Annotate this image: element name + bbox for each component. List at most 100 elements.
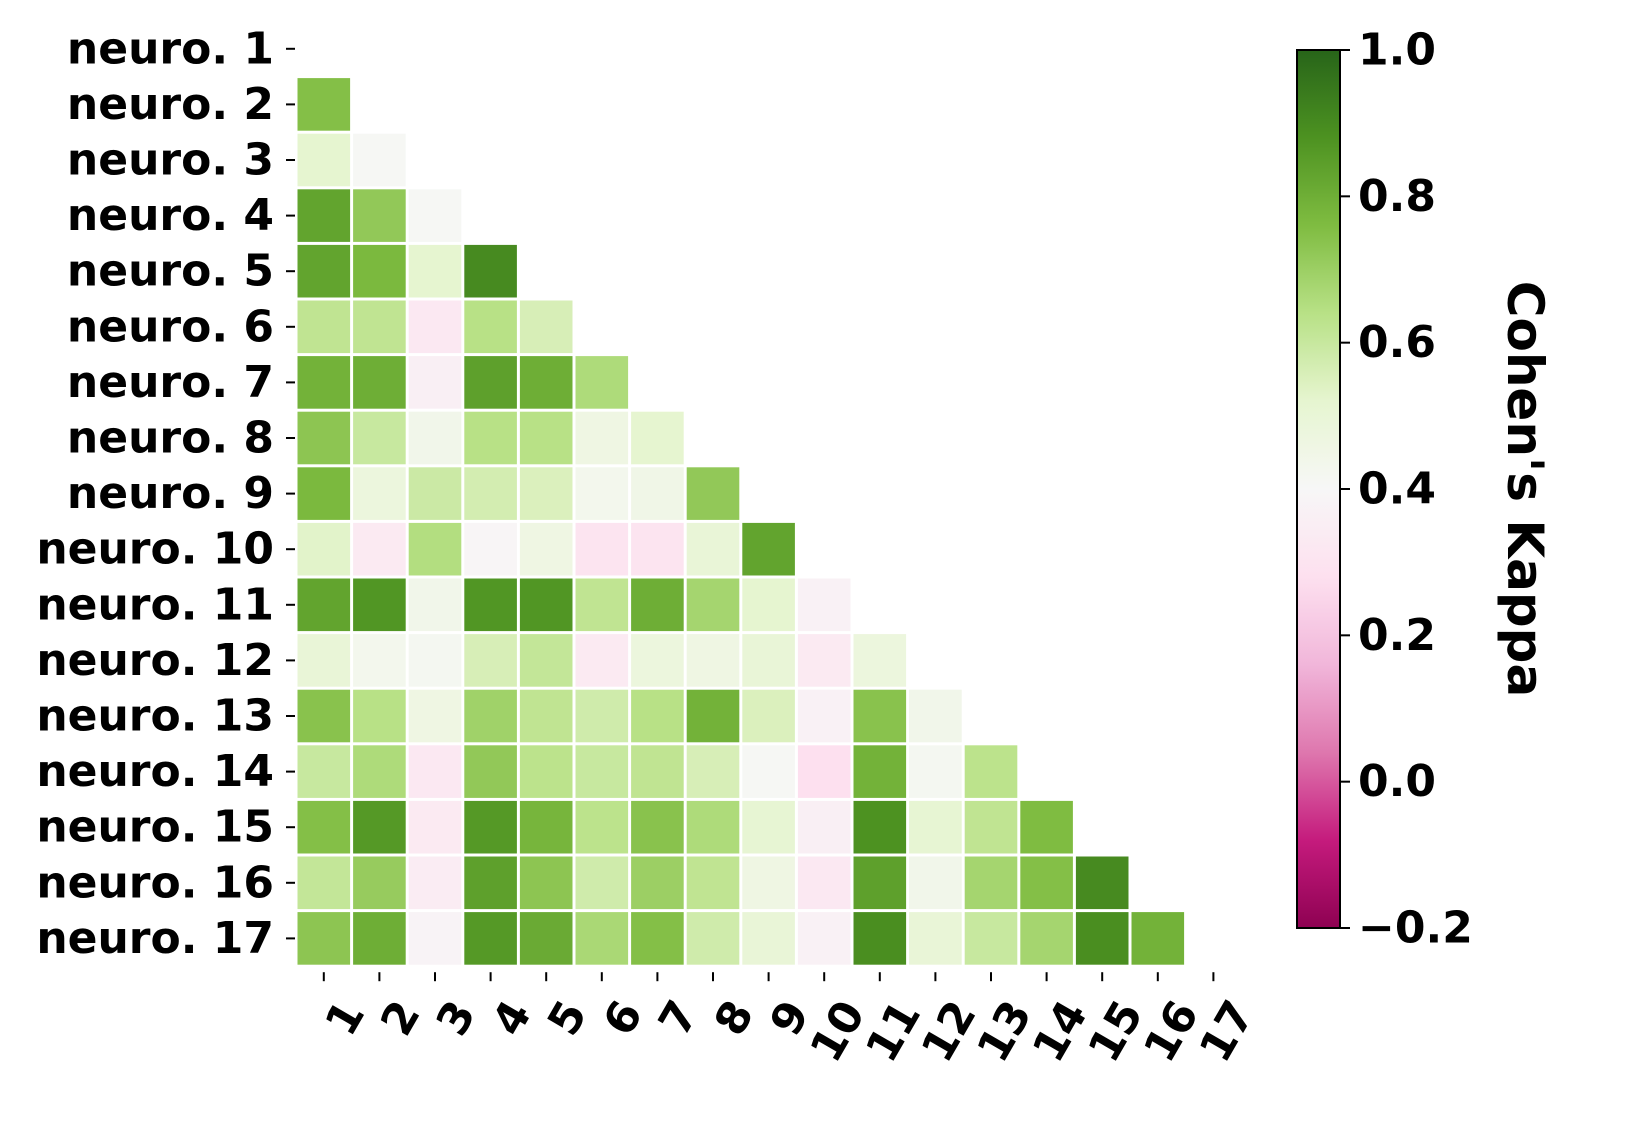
x-tick-label: 2	[371, 992, 430, 1044]
heatmap-cell	[909, 856, 962, 910]
heatmap-cell	[797, 912, 851, 965]
heatmap-cell	[631, 467, 684, 520]
y-tick-label: neuro. 7	[67, 357, 274, 408]
heatmap-cell	[297, 133, 351, 187]
heatmap-cell	[853, 800, 907, 854]
y-tick-label: neuro. 8	[67, 413, 274, 464]
heatmap-cell	[964, 912, 1018, 965]
colorbar-title: Cohen's Kappa	[1496, 281, 1554, 697]
heatmap-cell	[353, 133, 406, 187]
heatmap-cell	[297, 356, 351, 409]
y-tick-label: neuro. 16	[36, 857, 274, 908]
x-tick-label: 1	[316, 992, 375, 1044]
heatmap-cell	[353, 467, 406, 520]
heatmap-cell	[408, 912, 462, 965]
heatmap-cell	[909, 745, 962, 798]
heatmap-cell	[408, 689, 462, 743]
heatmap-cell	[853, 856, 907, 910]
heatmap-cell	[909, 800, 962, 854]
heatmap-cell	[519, 856, 573, 910]
heatmap-cell	[1020, 856, 1073, 910]
heatmap-cell	[575, 689, 629, 743]
heatmap-cell	[631, 689, 684, 743]
heatmap-cell	[464, 300, 517, 354]
y-tick-label: neuro. 17	[36, 913, 274, 964]
y-tick-label: neuro. 11	[36, 579, 274, 630]
heatmap-cell	[297, 578, 351, 632]
heatmap-cells	[297, 78, 1185, 965]
heatmap-cell	[742, 522, 795, 576]
heatmap-cell	[297, 189, 351, 242]
heatmap-cell	[408, 356, 462, 409]
colorbar-tick-label: 0.0	[1358, 756, 1436, 807]
heatmap-cell	[297, 856, 351, 910]
colorbar-tick-label: 0.2	[1358, 610, 1436, 661]
heatmap-cell	[297, 78, 351, 131]
colorbar-tick-label: 0.8	[1358, 171, 1436, 222]
heatmap-cell	[297, 800, 351, 854]
y-tick-label: neuro. 6	[67, 301, 274, 352]
y-tick-label: neuro. 15	[36, 802, 274, 853]
heatmap-cell	[631, 411, 684, 465]
heatmap-cell	[631, 578, 684, 632]
heatmap-cell	[686, 522, 740, 576]
y-tick-label: neuro. 3	[67, 135, 274, 186]
heatmap-cell	[353, 912, 406, 965]
heatmap-cell	[797, 578, 851, 632]
y-tick-label: neuro. 10	[36, 524, 274, 575]
x-tick-label: 7	[649, 992, 708, 1044]
heatmap-cell	[408, 856, 462, 910]
heatmap-cell	[631, 856, 684, 910]
heatmap-cell	[519, 634, 573, 687]
heatmap-cell	[464, 244, 517, 298]
heatmap-cell	[408, 800, 462, 854]
heatmap-cell	[353, 356, 406, 409]
heatmap-cell	[1075, 856, 1129, 910]
heatmap-cell	[519, 912, 573, 965]
heatmap-cell	[519, 745, 573, 798]
heatmap-cell	[797, 856, 851, 910]
heatmap-cell	[575, 912, 629, 965]
heatmap-cell	[408, 244, 462, 298]
heatmap-cell	[797, 634, 851, 687]
heatmap-cell	[297, 467, 351, 520]
heatmap-cell	[464, 912, 517, 965]
heatmap-cell	[1131, 912, 1185, 965]
heatmap-cell	[519, 300, 573, 354]
heatmap-cell	[353, 522, 406, 576]
heatmap-cell	[742, 578, 795, 632]
heatmap-cell	[464, 856, 517, 910]
heatmap-cell	[297, 300, 351, 354]
x-tick-label: 8	[705, 992, 764, 1044]
heatmap-cell	[797, 745, 851, 798]
heatmap-cell	[964, 800, 1018, 854]
heatmap-cell	[686, 800, 740, 854]
heatmap-cell	[353, 856, 406, 910]
heatmap-cell	[464, 522, 517, 576]
heatmap-cell	[853, 912, 907, 965]
colorbar-tick-label: 0.6	[1358, 317, 1436, 368]
heatmap-cell	[464, 467, 517, 520]
heatmap-cell	[742, 745, 795, 798]
x-tick-label: 3	[427, 992, 486, 1044]
heatmap-cell	[408, 411, 462, 465]
heatmap-cell	[408, 189, 462, 242]
heatmap-cell	[631, 912, 684, 965]
heatmap-cell	[353, 189, 406, 242]
heatmap-cell	[686, 578, 740, 632]
heatmap-cell	[797, 800, 851, 854]
heatmap-cell	[575, 856, 629, 910]
heatmap-cell	[631, 522, 684, 576]
heatmap-cell	[964, 856, 1018, 910]
heatmap-cell	[964, 745, 1018, 798]
colorbar-ticks: 1.0 0.8 0.6 0.4 0.2 0.0 −0.2	[1340, 25, 1473, 954]
heatmap-cell	[464, 800, 517, 854]
heatmap-cell	[519, 522, 573, 576]
heatmap-cell	[575, 522, 629, 576]
heatmap-cell	[297, 912, 351, 965]
heatmap-cell	[297, 634, 351, 687]
heatmap-cell	[297, 411, 351, 465]
heatmap-cell	[742, 689, 795, 743]
heatmap-cell	[575, 578, 629, 632]
heatmap-cell	[353, 800, 406, 854]
